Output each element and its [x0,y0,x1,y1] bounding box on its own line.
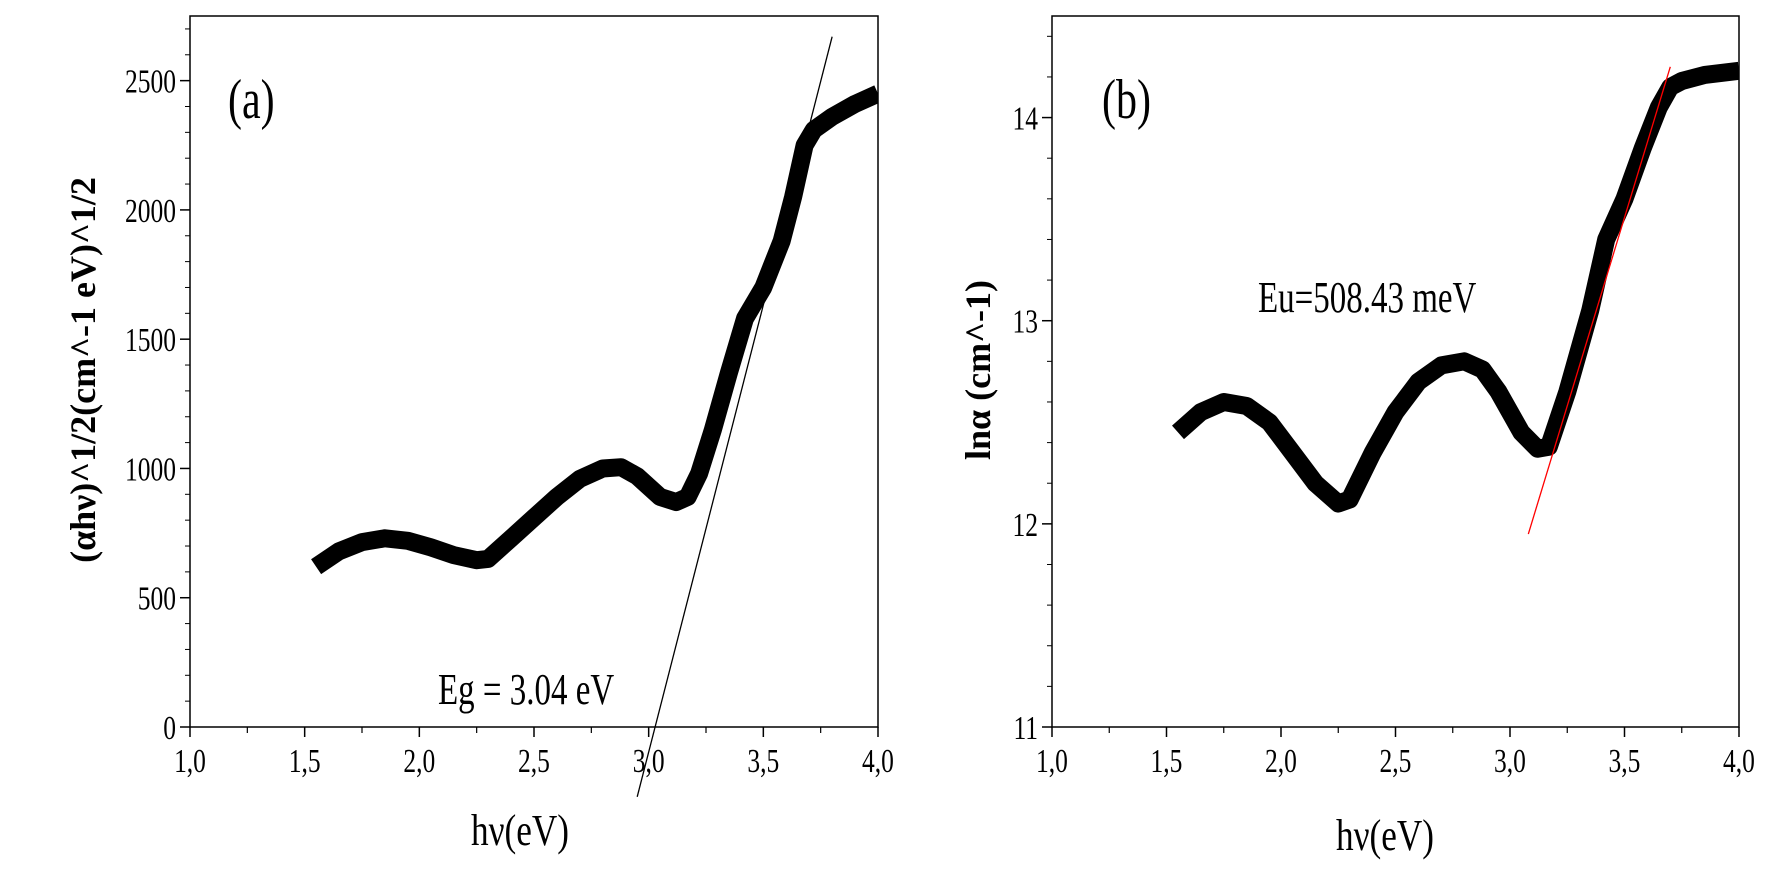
y-tick-label: 12 [1013,505,1038,543]
panel-label: (a) [228,68,275,130]
y-tick-label: 0 [163,708,176,746]
y-axis-label: (αhν)^1/2(cm^-1 eV)^1/2 [63,177,103,563]
y-tick-label: 13 [1013,302,1038,340]
fit-line [636,36,833,797]
chart-panel-b: 1,0 1,5 2,0 2,5 3,0 3,5 4,0 11 12 13 14 (b) Eu=508.4… [958,15,1755,860]
x-tick-label: 3,5 [1609,741,1641,779]
x-tick-label: 4,0 [862,741,894,779]
plot-frame [1051,15,1740,728]
x-tick-label: 2,0 [403,741,435,779]
x-tick-label: 3,0 [1494,741,1526,779]
y-tick-label: 1500 [125,321,176,359]
x-tick-label: 1,0 [174,741,206,779]
x-tick-label: 1,0 [1036,741,1068,779]
x-axis-label: hν(eV) [1336,810,1434,860]
x-tick-label: 2,5 [1380,741,1412,779]
x-tick-label: 4,0 [1723,741,1755,779]
y-tick-label: 1000 [125,450,176,488]
y-tick-label: 14 [1013,99,1038,137]
data-series-line [1172,61,1739,513]
plot-frame [189,15,879,728]
x-tick-label: 3,5 [747,741,779,779]
y-tick-label: 500 [138,579,176,617]
x-tick-label: 1,5 [1151,741,1183,779]
y-tick-label: 2000 [125,191,176,229]
data-series-line [311,85,878,575]
x-tick-label: 2,0 [1265,741,1297,779]
chart-panel-a: 1,0 1,5 2,0 2,5 3,0 3,5 4,0 0 500 1000 1500 2000 250… [63,15,894,855]
annotation-label: Eu=508.43 meV [1258,274,1476,323]
x-axis-label: hν(eV) [471,805,569,855]
x-tick-label: 3,0 [633,741,665,779]
panel-label: (b) [1102,68,1151,130]
x-tick-label: 1,5 [289,741,321,779]
annotation-label: Eg = 3.04 eV [438,666,614,715]
y-axis-label: lnα (cm^-1) [958,280,998,460]
fit-line [1527,66,1671,535]
y-tick-label: 11 [1013,708,1038,746]
x-tick-label: 2,5 [518,741,550,779]
y-tick-label: 2500 [125,62,176,100]
